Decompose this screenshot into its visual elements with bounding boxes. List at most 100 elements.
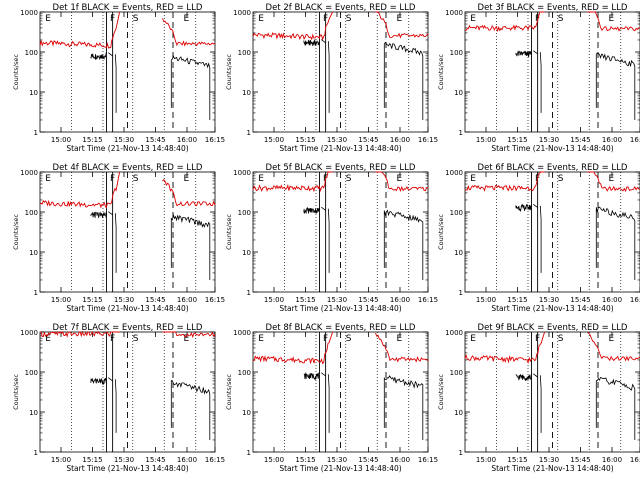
x-tick-label: 15:00 [264, 136, 284, 144]
x-tick-label: 15:15 [82, 296, 102, 304]
lld-series-line [252, 11, 429, 41]
x-tick-label: 16:15 [630, 456, 640, 464]
x-tick-label: 15:45 [145, 456, 165, 464]
interval-marker-label: S [558, 174, 564, 184]
y-tick-label: 1 [34, 449, 38, 457]
x-tick-label: 15:15 [295, 456, 315, 464]
x-axis-label: Start Time (21-Nov-13 14:48:40) [491, 144, 613, 153]
events-series-line [515, 373, 636, 440]
interval-marker-label: F [323, 14, 328, 24]
y-tick-label: 100 [450, 369, 463, 377]
lld-series-line [464, 11, 640, 33]
interval-marker-label: S [133, 174, 139, 184]
interval-marker-label: E [470, 174, 476, 184]
x-tick-label: 15:15 [82, 456, 102, 464]
interval-marker-label: S [558, 14, 564, 24]
interval-marker-label: F [535, 14, 540, 24]
x-tick-label: 15:30 [114, 296, 134, 304]
events-series-line [515, 203, 636, 280]
interval-marker-label: E [397, 14, 403, 24]
detector-panel-4: Det 4f BLACK = Events, RED = LLD 1 10 100 10… [12, 163, 225, 313]
x-tick-label: 15:15 [507, 456, 527, 464]
interval-marker-label: E [258, 14, 264, 24]
panel-title: Det 8f BLACK = Events, RED = LLD [266, 323, 416, 333]
x-tick-label: 15:45 [358, 296, 378, 304]
x-tick-label: 15:00 [476, 296, 496, 304]
lld-series-line [39, 330, 216, 338]
y-tick-label: 1000 [445, 9, 463, 17]
x-tick-label: 15:45 [570, 136, 590, 144]
x-tick-label: 15:15 [507, 136, 527, 144]
x-tick-label: 15:00 [51, 296, 71, 304]
y-axis-label: Counts/sec [437, 374, 445, 410]
events-series-line [515, 49, 636, 120]
y-tick-label: 100 [238, 369, 251, 377]
y-tick-label: 100 [238, 209, 251, 217]
interval-marker-label: S [133, 334, 139, 344]
interval-marker-label: E [609, 174, 615, 184]
lld-series-line [252, 331, 429, 365]
y-tick-label: 10 [242, 409, 251, 417]
lld-series-line [39, 11, 216, 49]
y-tick-label: 10 [454, 249, 463, 257]
interval-marker-label: E [45, 14, 51, 24]
interval-marker-label: E [609, 334, 615, 344]
panel-title: Det 7f BLACK = Events, RED = LLD [53, 323, 203, 333]
x-tick-label: 16:00 [390, 456, 410, 464]
y-tick-label: 1000 [20, 329, 38, 337]
y-tick-label: 1 [34, 129, 38, 137]
y-tick-label: 100 [25, 49, 38, 57]
y-tick-label: 10 [29, 249, 38, 257]
x-tick-label: 16:00 [602, 456, 622, 464]
interval-marker-label: F [535, 334, 540, 344]
lld-series-line [464, 171, 640, 193]
x-tick-label: 16:15 [418, 136, 438, 144]
panel-title: Det 1f BLACK = Events, RED = LLD [53, 3, 203, 13]
y-tick-label: 1000 [20, 9, 38, 17]
detector-panel-6: Det 6f BLACK = Events, RED = LLD 1 10 100 10… [437, 163, 640, 313]
x-axis-label: Start Time (21-Nov-13 14:48:40) [279, 304, 401, 313]
x-tick-label: 16:15 [418, 296, 438, 304]
x-tick-label: 15:15 [82, 136, 102, 144]
y-tick-label: 10 [29, 409, 38, 417]
y-tick-label: 1000 [233, 169, 251, 177]
events-series-line [90, 52, 211, 120]
y-tick-label: 1 [459, 129, 463, 137]
events-series-line [90, 377, 211, 440]
interval-marker-label: S [346, 174, 352, 184]
y-tick-label: 1000 [233, 9, 251, 17]
interval-marker-label: E [184, 334, 190, 344]
events-series-line [90, 211, 211, 280]
x-tick-label: 15:15 [507, 296, 527, 304]
lld-series-line [464, 331, 640, 364]
y-tick-label: 1 [247, 449, 251, 457]
y-axis-label: Counts/sec [12, 54, 20, 90]
y-axis-label: Counts/sec [225, 214, 233, 250]
panel-title: Det 3f BLACK = Events, RED = LLD [478, 3, 628, 13]
y-tick-label: 100 [450, 49, 463, 57]
interval-marker-label: E [184, 14, 190, 24]
detector-panel-9: Det 9f BLACK = Events, RED = LLD 1 10 100 10… [437, 323, 640, 473]
detector-panel-5: Det 5f BLACK = Events, RED = LLD 1 10 100 10… [225, 163, 438, 313]
x-axis-label: Start Time (21-Nov-13 14:48:40) [66, 464, 188, 473]
x-tick-label: 15:45 [145, 136, 165, 144]
x-tick-label: 16:00 [602, 296, 622, 304]
y-axis-label: Counts/sec [12, 214, 20, 250]
y-axis-label: Counts/sec [225, 374, 233, 410]
x-tick-label: 15:00 [51, 456, 71, 464]
x-tick-label: 16:15 [418, 456, 438, 464]
panel-title: Det 6f BLACK = Events, RED = LLD [478, 163, 628, 173]
x-tick-label: 15:00 [476, 136, 496, 144]
x-tick-label: 16:00 [602, 136, 622, 144]
y-tick-label: 1 [247, 289, 251, 297]
x-tick-label: 15:00 [51, 136, 71, 144]
x-tick-label: 15:30 [327, 296, 347, 304]
x-tick-label: 16:15 [630, 296, 640, 304]
x-tick-label: 16:15 [205, 456, 225, 464]
interval-marker-label: S [558, 334, 564, 344]
y-tick-label: 100 [238, 49, 251, 57]
y-tick-label: 10 [454, 409, 463, 417]
interval-marker-label: E [397, 174, 403, 184]
y-tick-label: 1 [459, 449, 463, 457]
